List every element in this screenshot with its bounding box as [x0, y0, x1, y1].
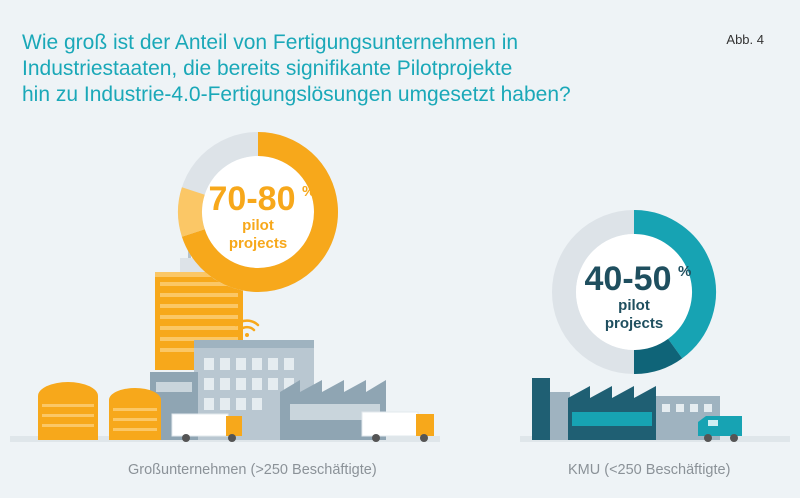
large-enterprise-illustration	[10, 246, 440, 442]
category-label-sme: KMU (<250 Beschäftigte)	[568, 462, 731, 478]
donut-slice-min	[181, 132, 338, 292]
category-label-large-enterprises: Großunternehmen (>250 Beschäftigte)	[128, 462, 377, 478]
donut-unit-label: %	[302, 183, 315, 200]
figure-label: Abb. 4	[726, 32, 764, 47]
donut-slice-min	[633, 210, 716, 359]
donut-sub-label: projects	[605, 315, 663, 332]
storage-tank-icon	[38, 382, 98, 440]
donut-slice-range	[633, 338, 683, 374]
donut-value-label: 40-50	[585, 260, 672, 298]
donut-slice-range	[178, 187, 205, 237]
factory-building-icon	[532, 378, 720, 440]
wifi-icon	[234, 319, 260, 337]
donut-sub-label: projects	[229, 235, 287, 252]
donut-value-label: 70-80	[209, 180, 296, 218]
truck-icon	[171, 413, 242, 442]
donut-unit-label: %	[678, 263, 691, 280]
factory-building-icon	[150, 319, 386, 440]
donut-sub-label: pilot	[618, 297, 650, 314]
donut-sub-label: pilot	[242, 217, 274, 234]
sme-illustration	[520, 378, 790, 442]
van-icon	[698, 416, 742, 442]
storage-tank-icon	[109, 388, 161, 440]
page-title: Wie groß ist der Anteil von Fertigungsun…	[22, 31, 571, 106]
donut-center	[576, 234, 692, 350]
truck-icon	[361, 411, 434, 442]
donut-center	[202, 156, 314, 268]
